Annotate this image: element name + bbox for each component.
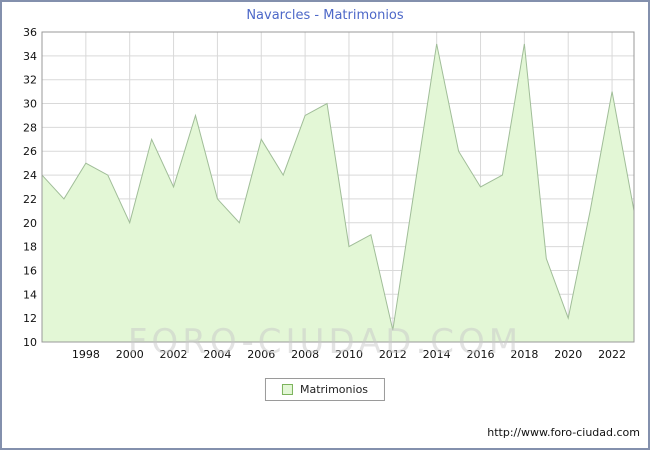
x-tick-label: 2018 [510, 348, 538, 361]
y-tick-label: 18 [23, 241, 37, 254]
x-tick-label: 2010 [335, 348, 363, 361]
y-tick-label: 26 [23, 145, 37, 158]
x-tick-label: 2002 [160, 348, 188, 361]
x-tick-label: 2014 [423, 348, 451, 361]
footer-url: http://www.foro-ciudad.com [487, 426, 640, 439]
plot-border [41, 31, 635, 343]
y-tick-label: 36 [23, 26, 37, 39]
y-tick-label: 30 [23, 98, 37, 111]
legend-swatch [281, 384, 293, 395]
x-tick-label: 1998 [72, 348, 100, 361]
x-tick-label: 2022 [598, 348, 626, 361]
x-tick-label: 2004 [203, 348, 231, 361]
y-tick-label: 32 [23, 74, 37, 87]
y-tick-label: 14 [23, 288, 37, 301]
y-tick-label: 24 [23, 169, 37, 182]
legend-label: Matrimonios [299, 383, 369, 396]
y-tick-label: 20 [23, 217, 37, 230]
x-tick-label: 2008 [291, 348, 319, 361]
y-tick-label: 12 [23, 312, 37, 325]
chart-title: Navarcles - Matrimonios [246, 8, 404, 23]
x-tick-label: 2012 [379, 348, 407, 361]
y-tick-label: 22 [23, 193, 37, 206]
x-tick-label: 2016 [467, 348, 495, 361]
y-tick-label: 28 [23, 121, 37, 134]
series-line [41, 43, 635, 331]
y-tick-label: 10 [23, 336, 37, 349]
x-tick-label: 2000 [116, 348, 144, 361]
legend: Matrimonios [264, 378, 386, 401]
x-tick-label: 2020 [554, 348, 582, 361]
x-tick-label: 2006 [247, 348, 275, 361]
y-tick-label: 16 [23, 264, 37, 277]
series-area [42, 43, 634, 343]
y-tick-label: 34 [23, 50, 37, 63]
